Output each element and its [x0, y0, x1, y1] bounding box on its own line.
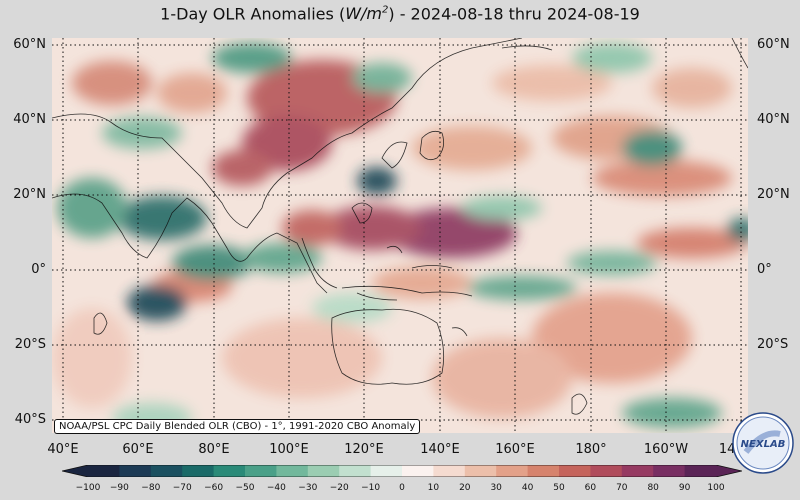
colorbar-tick-label: −100 — [75, 483, 101, 493]
colorbar-segment — [88, 465, 120, 477]
lon-label: 160°E — [495, 442, 535, 457]
colorbar-segment — [464, 465, 497, 477]
colorbar-tick-label: 70 — [616, 483, 628, 493]
colorbar-tick-label: −20 — [329, 483, 349, 493]
lon-label: 100°E — [269, 442, 309, 457]
colorbar-tick-label: −60 — [204, 483, 224, 493]
colorbar-segment — [559, 465, 591, 477]
lon-label: 140°E — [420, 442, 460, 457]
source-note: NOAA/PSL CPC Daily Blended OLR (CBO) - 1… — [54, 419, 421, 434]
colorbar-tick-label: −90 — [109, 483, 129, 493]
colorbar-tick-label: −40 — [266, 483, 286, 493]
colorbar-tick-label: 60 — [584, 483, 597, 493]
colorbar-segment — [370, 465, 403, 477]
colorbar-segment — [307, 465, 340, 477]
colorbar-segment — [119, 465, 152, 477]
colorbar-tick-label: −10 — [361, 483, 381, 493]
lon-label: 60°E — [122, 442, 154, 457]
lon-label: 160°W — [643, 442, 689, 457]
colorbar-tick-label: 0 — [399, 483, 405, 493]
colorbar-extend-high — [716, 465, 742, 477]
logo-text: NEXLAB — [741, 439, 786, 450]
colorbar-segment — [182, 465, 215, 477]
colorbar-tick-label: 50 — [553, 483, 565, 493]
colorbar-segment — [527, 465, 560, 477]
lon-label: 40°E — [47, 442, 79, 457]
colorbar-tick-label: 10 — [427, 483, 440, 493]
colorbar-tick-label: −30 — [298, 483, 318, 493]
colorbar-tick-label: 90 — [678, 483, 691, 493]
colorbar-segment — [433, 465, 466, 477]
colorbar-tick-label: 80 — [647, 483, 659, 493]
lat-label: 0° — [757, 262, 772, 277]
colorbar-segment — [590, 465, 623, 477]
lat-label: 40°N — [757, 112, 790, 127]
lon-label: 180° — [575, 442, 607, 457]
colorbar-segment — [276, 465, 309, 477]
lon-label: 120°E — [344, 442, 384, 457]
colorbar-segment — [339, 465, 372, 477]
colorbar-segment — [684, 465, 717, 477]
olr-anomaly-map — [52, 38, 748, 433]
colorbar-segment — [402, 465, 434, 477]
colorbar-segment — [653, 465, 686, 477]
lat-label: 40°S — [14, 412, 46, 427]
lat-label: 0° — [31, 262, 46, 277]
colorbar-tick-label: 20 — [459, 483, 471, 493]
colorbar-segment — [213, 465, 246, 477]
colorbar-segment — [621, 465, 654, 477]
colorbar-tick-label: 40 — [521, 483, 534, 493]
colorbar-segment — [496, 465, 529, 477]
lat-label: 60°N — [13, 37, 46, 52]
lon-label: 80°E — [198, 442, 230, 457]
colorbar-tick-label: −50 — [235, 483, 255, 493]
nexlab-logo: NEXLAB — [732, 412, 794, 474]
map-title: 1-Day OLR Anomalies (W/m2) - 2024-08-18 … — [160, 4, 640, 24]
colorbar-tick-label: −80 — [141, 483, 161, 493]
lat-label: 20°S — [757, 337, 789, 352]
colorbar-extend-low — [62, 465, 88, 477]
lat-label: 40°N — [13, 112, 46, 127]
lat-label: 20°N — [13, 187, 46, 202]
colorbar — [61, 462, 743, 478]
lat-label: 60°N — [757, 37, 790, 52]
colorbar-segment — [150, 465, 183, 477]
colorbar-tick-label: −70 — [172, 483, 192, 493]
colorbar-segment — [245, 465, 277, 477]
colorbar-tick-label: 100 — [707, 483, 725, 493]
lat-label: 20°S — [14, 337, 46, 352]
colorbar-tick-label: 30 — [490, 483, 502, 493]
lat-label: 20°N — [757, 187, 790, 202]
